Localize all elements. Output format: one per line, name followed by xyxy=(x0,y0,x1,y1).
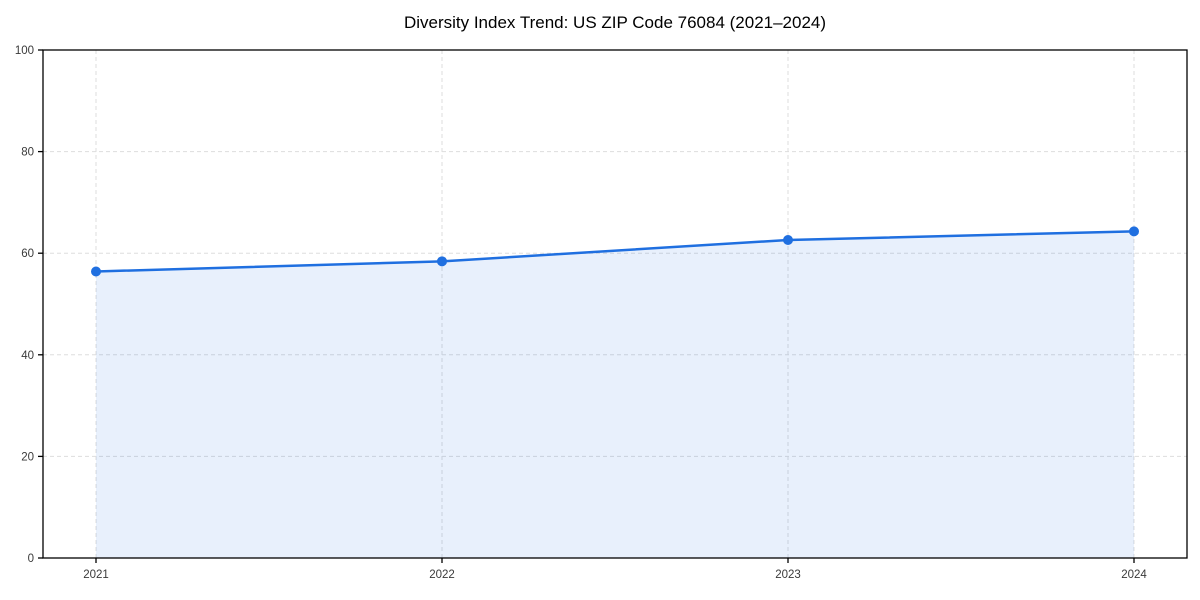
data-point-2021 xyxy=(91,266,101,277)
y-tick-label: 80 xyxy=(21,147,34,159)
y-tick-label: 0 xyxy=(28,553,34,565)
data-point-2022 xyxy=(437,256,447,267)
x-tick-label: 2023 xyxy=(775,569,801,581)
y-tick-label: 20 xyxy=(21,451,34,463)
chart-title: Diversity Index Trend: US ZIP Code 76084… xyxy=(403,13,827,32)
plot-border xyxy=(42,49,1188,559)
x-tick-label: 2022 xyxy=(429,569,455,581)
data-point-2024 xyxy=(1129,226,1139,237)
y-tick-label: 40 xyxy=(21,350,34,362)
area-fill xyxy=(96,231,1134,558)
x-tick-label: 2021 xyxy=(83,569,109,581)
data-point-2023 xyxy=(783,234,793,245)
x-tick-label: 2024 xyxy=(1121,569,1147,581)
y-tick-label: 100 xyxy=(15,45,34,57)
trend-line xyxy=(94,230,1136,273)
y-tick-label: 60 xyxy=(21,248,34,260)
